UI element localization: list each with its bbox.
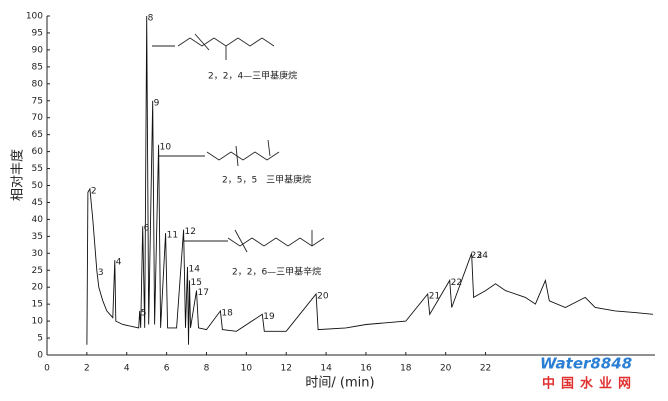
peak-label: 23 [471, 251, 482, 261]
structure-branch [235, 145, 239, 167]
y-tick-label: 20 [32, 283, 44, 293]
peak-label: 14 [189, 264, 201, 274]
peak-label: 15 [191, 278, 202, 288]
peak-label: 24 [477, 251, 489, 261]
peak-label: 10 [160, 142, 172, 152]
y-tick-label: 55 [32, 164, 43, 174]
structure-branch [267, 139, 271, 157]
y-tick-label: 70 [32, 113, 44, 123]
structure-branch [234, 229, 248, 253]
x-tick-label: 18 [400, 364, 412, 374]
y-tick-label: 10 [32, 317, 44, 327]
x-axis-label: 时间/ (min) [305, 376, 374, 391]
x-tick-label: 4 [124, 364, 130, 374]
y-tick-label: 25 [32, 266, 43, 276]
x-tick-label: 14 [320, 364, 332, 374]
watermark: 中国水业网 [542, 376, 637, 392]
x-tick-label: 22 [480, 364, 491, 374]
y-tick-label: 75 [32, 96, 43, 106]
x-tick-label: 0 [44, 364, 50, 374]
y-tick-label: 45 [32, 198, 43, 208]
y-tick-label: 15 [32, 300, 43, 310]
y-tick-label: 95 [32, 28, 43, 38]
peak-label: 20 [317, 291, 329, 301]
peak-label: 2 [91, 186, 97, 196]
y-tick-label: 80 [32, 79, 44, 89]
y-tick-label: 50 [32, 181, 44, 191]
y-tick-label: 35 [32, 232, 43, 242]
x-tick-label: 8 [204, 364, 210, 374]
annotation: 2，5，5 三甲基庚烷 [222, 174, 311, 186]
peak-label: 8 [148, 14, 154, 24]
y-tick-label: 100 [26, 12, 43, 22]
x-tick-label: 20 [440, 364, 452, 374]
y-tick-label: 85 [32, 62, 43, 72]
peak-label: 6 [144, 224, 150, 234]
peak-label: 5 [141, 308, 147, 318]
x-tick-label: 16 [360, 364, 372, 374]
y-tick-label: 0 [37, 351, 43, 361]
peak-label: 17 [198, 288, 209, 298]
trace [86, 15, 654, 345]
x-tick-label: 6 [164, 364, 170, 374]
peak-label: 9 [154, 98, 160, 108]
peak-label: 3 [98, 268, 104, 278]
y-tick-label: 65 [32, 130, 43, 140]
x-tick-label: 10 [241, 364, 253, 374]
structure [177, 37, 275, 47]
structure-branch [194, 33, 210, 51]
peak-label: 22 [451, 278, 462, 288]
watermark: Water8848 [540, 355, 632, 373]
y-tick-label: 30 [32, 249, 44, 259]
structures [152, 33, 325, 253]
y-tick-label: 5 [37, 334, 43, 344]
y-tick-label: 60 [32, 147, 44, 157]
peak-label: 21 [429, 291, 440, 301]
peak-label: 11 [167, 230, 178, 240]
structure [227, 237, 325, 247]
y-axis-label: 相对丰度 [10, 149, 26, 201]
x-tick-label: 2 [84, 364, 90, 374]
y-tick-label: 40 [32, 215, 44, 225]
x-tick-label: 12 [280, 364, 291, 374]
annotation: 2，2，4—三甲基庚烷 [208, 70, 297, 82]
peak-label: 19 [263, 312, 275, 322]
peak-label: 18 [221, 308, 233, 318]
structure [206, 151, 280, 161]
y-tick-label: 90 [32, 45, 44, 55]
peak-label: 4 [116, 258, 122, 268]
annotation: 2，2，6—三甲基辛烷 [232, 266, 321, 278]
peak-label: 12 [185, 227, 196, 237]
